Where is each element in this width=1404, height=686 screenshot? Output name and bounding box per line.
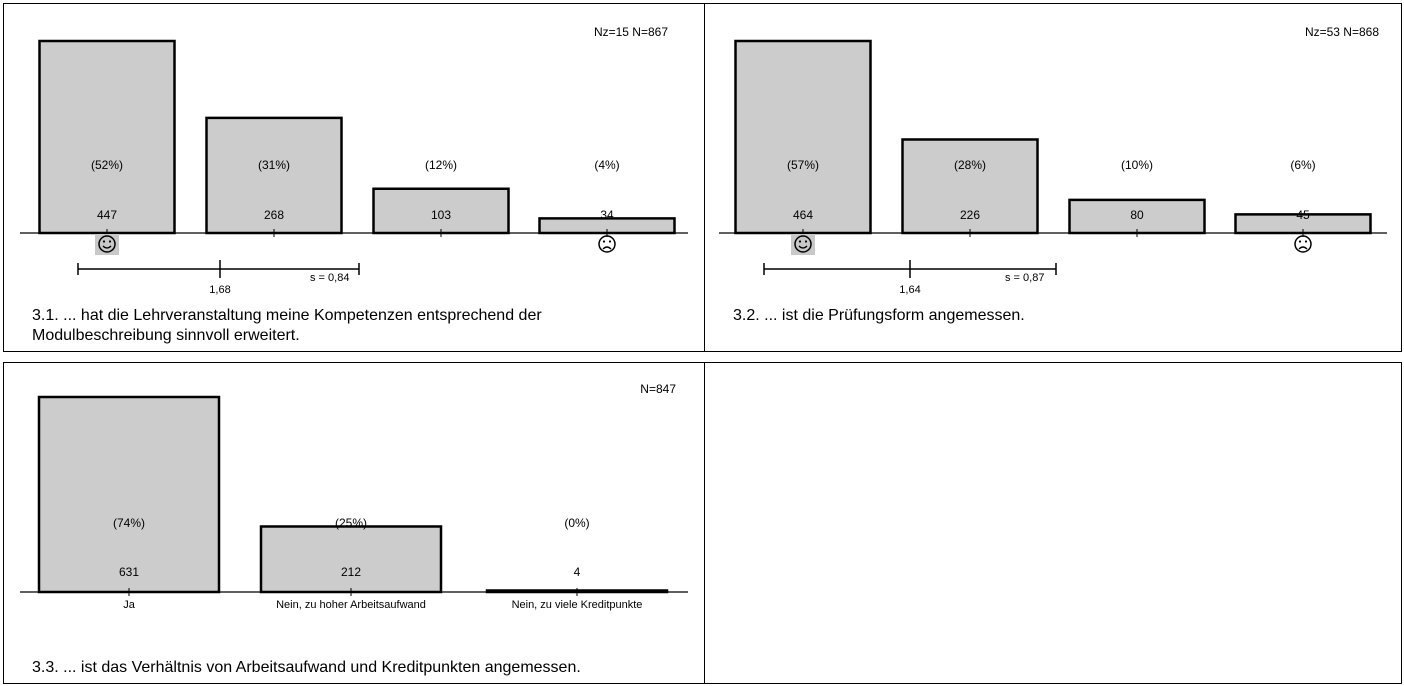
bar-chart-3-1: Nz=15 N=867 (52%) 447 (31%) 268 (12%) 103 (4%)… — [20, 25, 688, 296]
value-label: 34 — [600, 208, 614, 222]
percentage-label: (28%) — [954, 158, 986, 172]
standard-deviation-bar — [77, 260, 360, 278]
question-text: 3.1. ... hat die Lehrveranstaltung meine… — [32, 307, 542, 344]
sample-size-label: N=847 — [640, 382, 676, 396]
smiley-icon — [95, 234, 119, 255]
chart-panel-3-1: Nz=15 N=867 (52%) 447 (31%) 268 (12%) 103 (4%)… — [3, 3, 705, 352]
standard-deviation-bar — [763, 260, 1057, 278]
bar — [259, 525, 443, 594]
chart-panel-3-2: Nz=53 N=868 (57%) 464 (28%) 226 (10%) 80 (6%) 4… — [704, 3, 1402, 352]
percentage-label: (12%) — [425, 158, 457, 172]
sample-size-label: Nz=53 N=868 — [1305, 25, 1379, 39]
percentage-label: (74%) — [113, 516, 145, 530]
percentage-label: (10%) — [1121, 158, 1153, 172]
value-label: 268 — [264, 208, 284, 222]
question-text: 3.2. ... ist die Prüfungsform angemessen… — [733, 307, 1025, 324]
chart-panel-3-3: N=847 (74%) 631 (25%) 212 (0%) 4 Ja Nein, zu h… — [3, 362, 705, 684]
percentage-label: (4%) — [594, 158, 619, 172]
question-text: 3.3. ... ist das Verhältnis von Arbeitsa… — [32, 659, 581, 676]
bar — [734, 39, 872, 235]
bar — [37, 395, 221, 594]
frowny-icon — [1294, 235, 1312, 253]
bar — [901, 138, 1039, 235]
percentage-label: (0%) — [564, 516, 589, 530]
bar-chart-3-2: Nz=53 N=868 (57%) 464 (28%) 226 (10%) 80 (6%) 4… — [719, 25, 1387, 296]
value-label: 212 — [341, 565, 361, 579]
bar — [205, 116, 343, 235]
value-label: 226 — [960, 208, 980, 222]
bar — [38, 39, 176, 235]
percentage-label: (52%) — [91, 158, 123, 172]
value-label: 103 — [431, 208, 451, 222]
frowny-icon — [598, 235, 616, 253]
category-label: Nein, zu viele Kreditpunkte — [512, 599, 643, 611]
sd-label: s = 0,84 — [310, 272, 349, 284]
value-label: 45 — [1296, 208, 1310, 222]
mean-label: 1,68 — [209, 284, 230, 296]
percentage-label: (57%) — [787, 158, 819, 172]
value-label: 4 — [574, 565, 581, 579]
percentage-label: (31%) — [258, 158, 290, 172]
value-label: 464 — [793, 208, 813, 222]
empty-panel — [704, 362, 1402, 684]
bar-chart-3-3: N=847 (74%) 631 (25%) 212 (0%) 4 Ja Nein, zu h… — [20, 382, 688, 611]
value-label: 80 — [1130, 208, 1144, 222]
value-label: 631 — [119, 565, 139, 579]
bar — [1068, 198, 1206, 235]
percentage-label: (25%) — [335, 516, 367, 530]
smiley-icon — [791, 234, 815, 255]
value-label: 447 — [97, 208, 117, 222]
sample-size-label: Nz=15 N=867 — [594, 25, 668, 39]
category-label: Nein, zu hoher Arbeitsaufwand — [276, 599, 426, 611]
percentage-label: (6%) — [1290, 158, 1315, 172]
category-label: Ja — [123, 599, 136, 611]
sd-label: s = 0,87 — [1005, 272, 1044, 284]
mean-label: 1,64 — [899, 284, 920, 296]
